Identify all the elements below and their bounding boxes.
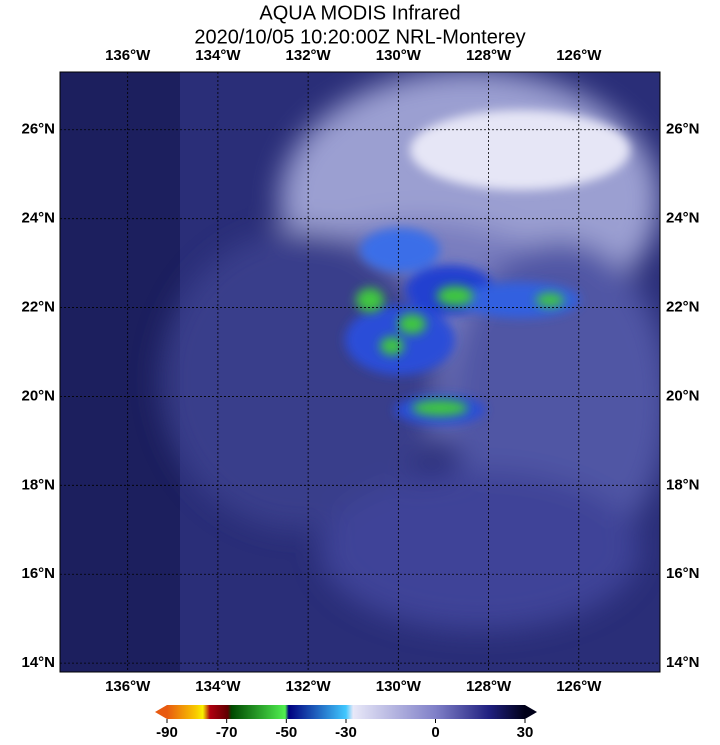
lon-label: 128°W [466, 47, 512, 64]
colorbar-arrow [155, 705, 167, 719]
colorbar-arrow [525, 705, 537, 719]
lat-label: 16°N [666, 565, 700, 582]
lat-label: 14°N [666, 654, 700, 671]
lat-label: 20°N [666, 387, 700, 404]
map-frame [59, 71, 661, 673]
colorbar-tick-label: -90 [156, 724, 178, 741]
subtitle: 2020/10/05 10:20:00Z NRL-Monterey [194, 26, 525, 48]
colorbar: -90 -70 -50 -30 0 30 [155, 705, 537, 741]
colorbar-tick-label: -30 [335, 724, 357, 741]
lon-label: 132°W [286, 678, 332, 695]
lat-label: 26°N [21, 121, 55, 138]
satellite-image [60, 72, 660, 672]
lat-label: 22°N [21, 299, 55, 316]
lat-label: 26°N [666, 121, 700, 138]
colorbar-tick-label: 0 [431, 724, 439, 741]
lon-label: 130°W [376, 47, 422, 64]
lat-label: 18°N [21, 476, 55, 493]
colorbar-tick-label: -50 [275, 724, 297, 741]
lat-label: 14°N [21, 654, 55, 671]
lat-label: 24°N [21, 210, 55, 227]
lat-label: 22°N [666, 299, 700, 316]
lat-label: 16°N [21, 565, 55, 582]
lon-label: 126°W [556, 678, 602, 695]
lat-label: 24°N [666, 210, 700, 227]
lat-label: 20°N [21, 387, 55, 404]
lon-label: 134°W [195, 47, 241, 64]
lon-label: 134°W [195, 678, 241, 695]
lat-label: 18°N [666, 476, 700, 493]
graticule: 136°W 136°W 134°W 134°W 132°W 132°W 130°W 130°W… [21, 47, 699, 695]
lon-label: 130°W [376, 678, 422, 695]
lon-label: 128°W [466, 678, 512, 695]
title: AQUA MODIS Infrared [259, 2, 460, 24]
colorbar-tick-label: -70 [216, 724, 238, 741]
lon-label: 126°W [556, 47, 602, 64]
colorbar-tick-label: 30 [517, 724, 534, 741]
lon-label: 136°W [105, 47, 151, 64]
colorbar-bar [167, 705, 525, 719]
lon-label: 136°W [105, 678, 151, 695]
lon-label: 132°W [286, 47, 332, 64]
